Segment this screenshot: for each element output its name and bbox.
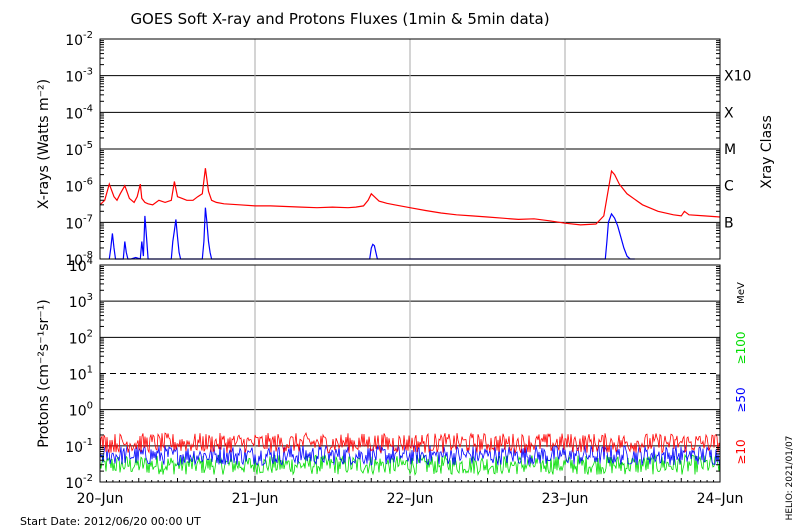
proton-y-axis-label: Protons (cm⁻²s⁻¹sr⁻¹) [36,299,52,448]
chart-title: GOES Soft X-ray and Protons Fluxes (1min… [130,10,549,28]
x-axis-tick-labels: 20–Jun 21–Jun 22–Jun 23–Jun 24–Jun [77,476,744,507]
proton-legend-entry: ≥100 [734,332,748,365]
proton-y-tick-labels: 104 103 102 101 100 10-1 10-2 [65,256,720,492]
xray-panel: 10-2 10-3 10-4 10-5 10-6 10-7 10-8 X10 X M C B X-r… [36,30,775,269]
xray-tick-label: 10-2 [65,30,93,49]
x-tick-label: 22–Jun [387,491,434,507]
xray-class-labels: X10 X M C B [724,69,751,232]
proton-legend: ≥10 ≥50 ≥100 MeV [734,282,748,465]
proton-unit-label: MeV [736,282,747,304]
xray-tick-label: 10-3 [65,67,93,86]
proton-tick-label: 103 [69,292,93,311]
xray-class-label: C [724,179,734,195]
proton-panel: 104 103 102 101 100 10-1 10-2 ≥10 ≥50 ≥100 MeV Pr… [36,256,748,492]
x-tick-label: 21–Jun [232,491,279,507]
proton-series-line [99,453,721,476]
xray-tick-label: 10-7 [65,213,93,232]
proton-series-line [99,432,721,455]
xray-y-tick-labels: 10-2 10-3 10-4 10-5 10-6 10-7 10-8 [65,30,720,269]
credit-label: HELIO: 2021/01/07 [785,436,795,521]
xray-long-channel-line [99,168,721,226]
x-tick-label: 20–Jun [77,491,124,507]
proton-tick-label: 10-1 [65,437,93,456]
proton-tick-label: 102 [69,328,93,347]
xray-class-axis-label: Xray Class [759,115,775,189]
start-date-label: Start Date: 2012/06/20 00:00 UT [20,515,201,528]
xray-tick-label: 10-6 [65,177,93,196]
xray-tick-label: 10-4 [65,103,93,122]
proton-legend-entry: ≥10 [734,439,748,464]
xray-class-label: X10 [724,69,751,85]
xray-class-label: B [724,215,734,231]
proton-legend-entry: ≥50 [734,387,748,412]
x-tick-label: 23–Jun [542,491,589,507]
xray-tick-label: 10-5 [65,140,93,159]
xray-class-label: M [724,142,736,158]
proton-tick-label: 104 [69,256,93,275]
xray-tick-label: 10-8 [65,250,93,269]
x-tick-label: 24–Jun [697,491,744,507]
xray-y-axis-label: X-rays (Watts m⁻²) [36,79,52,209]
xray-class-label: X [724,105,734,121]
xray-plot-frame [99,38,721,260]
xray-day-gridlines [254,39,566,259]
proton-tick-label: 100 [69,401,93,420]
proton-tick-label: 101 [69,365,93,384]
proton-tick-label: 10-2 [65,473,93,492]
proton-series [99,432,721,476]
